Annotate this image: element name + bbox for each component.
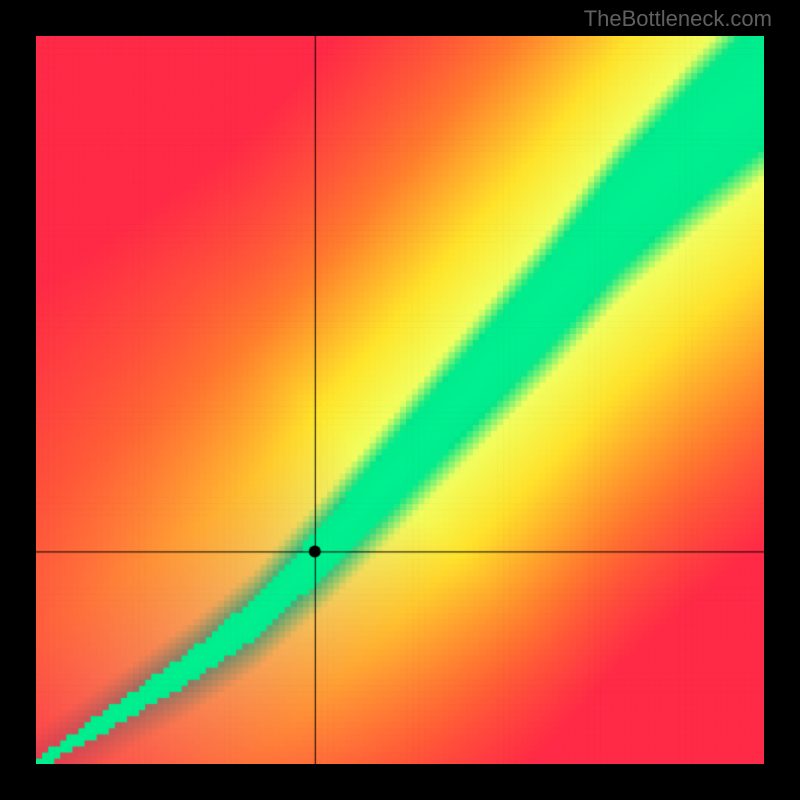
chart-container: TheBottleneck.com: [0, 0, 800, 800]
plot-area: [36, 36, 764, 764]
heatmap-canvas: [36, 36, 764, 764]
watermark-text: TheBottleneck.com: [584, 6, 772, 32]
